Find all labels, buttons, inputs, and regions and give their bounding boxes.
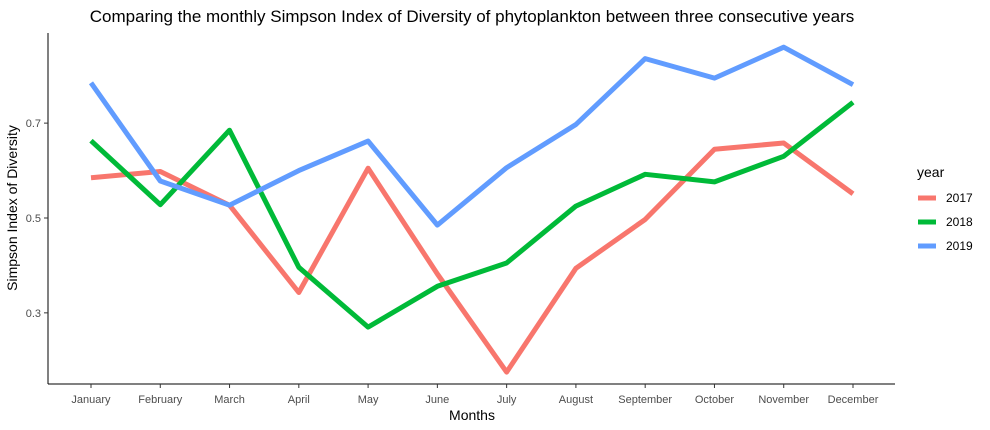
x-tick-label: July: [497, 394, 517, 406]
series-line-2018: [89, 100, 855, 330]
y-tick-label: 0.3: [26, 308, 41, 320]
legend-items: 2017 2018 2019: [918, 191, 973, 253]
x-tick-label: September: [618, 394, 672, 406]
series-lines: [88, 44, 855, 375]
x-tick-label: January: [71, 394, 111, 406]
x-tick-label: November: [758, 394, 809, 406]
legend-label-2019: 2019: [946, 239, 973, 253]
legend-label-2017: 2017: [946, 191, 973, 205]
x-tick-label: December: [828, 394, 879, 406]
x-tick-label: June: [425, 394, 449, 406]
y-axis-title: Simpson Index of Diversity: [4, 125, 20, 291]
legend: year 2017 2018 2019: [917, 164, 973, 253]
x-tick-label: April: [288, 394, 310, 406]
x-axis-ticks: January February March April May June July Augu…: [71, 384, 879, 406]
x-tick-label: March: [214, 394, 245, 406]
y-axis-ticks: 0.3 0.5 0.7: [26, 118, 48, 320]
x-tick-label: August: [559, 394, 593, 406]
legend-label-2018: 2018: [946, 215, 973, 229]
x-tick-label: October: [695, 394, 734, 406]
y-tick-label: 0.7: [26, 118, 41, 130]
x-tick-label: May: [358, 394, 379, 406]
legend-title: year: [917, 164, 945, 180]
x-axis-title: Months: [449, 407, 495, 423]
chart-title: Comparing the monthly Simpson Index of D…: [90, 7, 854, 26]
series-line-2017: [90, 140, 855, 375]
x-tick-label: February: [138, 394, 183, 406]
y-tick-label: 0.5: [26, 213, 41, 225]
series-line-2019: [88, 44, 855, 228]
